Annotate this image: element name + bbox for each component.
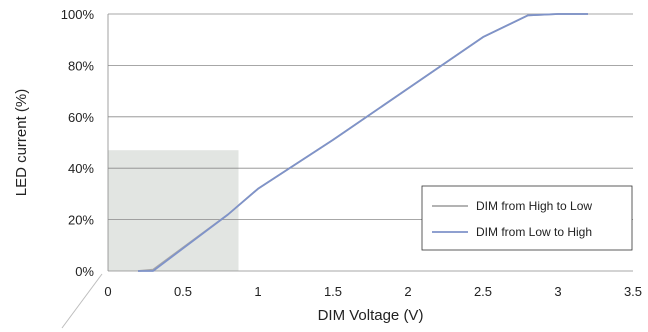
x-axis-title: DIM Voltage (V) [318,307,424,324]
highlight-region [108,150,239,271]
y-tick-label: 20% [68,213,94,228]
highlight-leader-line [61,273,103,329]
legend-label-2: DIM from Low to High [476,225,592,239]
y-axis-title: LED current (%) [13,89,30,197]
x-tick-label: 0 [104,284,111,299]
y-tick-label: 60% [68,110,94,125]
legend-box [421,185,633,251]
series-line-2 [138,13,588,272]
y-tick-label: 40% [68,161,94,176]
y-tick-label: 80% [68,58,94,73]
y-tick-label: 100% [61,7,95,22]
x-tick-label: 3.5 [624,284,642,299]
x-tick-label: 2.5 [474,284,492,299]
y-tick-label: 0% [75,264,94,279]
x-tick-label: 1.5 [324,284,342,299]
x-tick-label: 1 [254,284,261,299]
x-tick-label: 0.5 [174,284,192,299]
x-tick-label: 2 [404,284,411,299]
legend-label-1: DIM from High to Low [476,199,592,213]
x-tick-label: 3 [554,284,561,299]
